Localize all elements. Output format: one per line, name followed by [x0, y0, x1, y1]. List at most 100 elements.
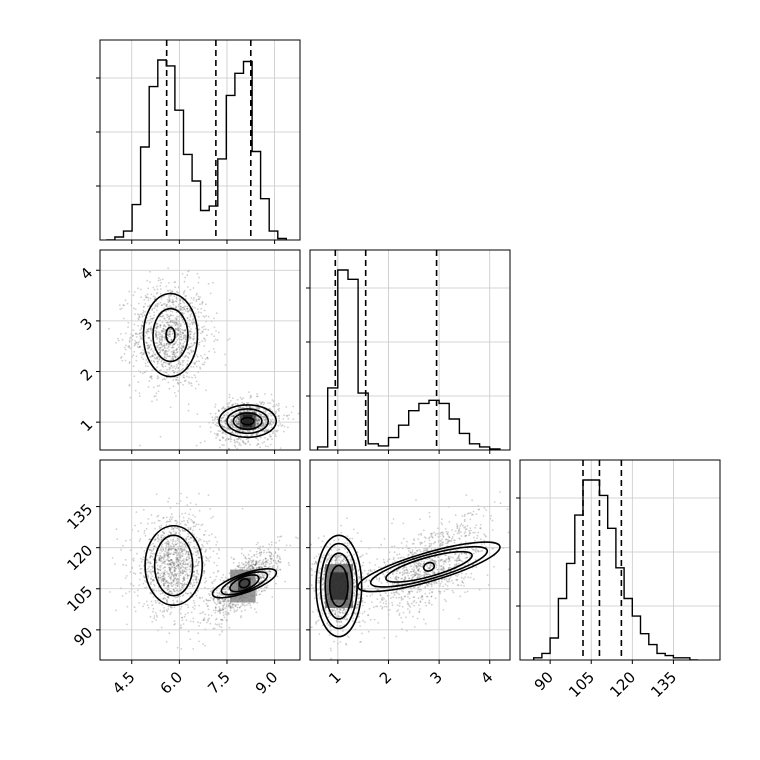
sample-point: [188, 335, 191, 338]
sample-point: [222, 432, 225, 434]
sample-point: [230, 415, 233, 418]
sample-point: [187, 381, 190, 384]
sample-point: [199, 538, 202, 541]
sample-point: [189, 583, 192, 585]
sample-point: [168, 567, 171, 569]
sample-point: [233, 441, 236, 444]
sample-point: [182, 577, 185, 580]
sample-point: [133, 557, 135, 560]
sample-point: [171, 560, 174, 563]
sample-point: [188, 376, 191, 379]
sample-point: [160, 304, 163, 307]
sample-point: [134, 332, 137, 335]
sample-point: [263, 551, 265, 554]
sample-point: [158, 357, 161, 360]
sample-point: [152, 567, 154, 570]
sample-point: [186, 307, 189, 310]
sample-point: [139, 572, 142, 574]
sample-point: [159, 556, 161, 559]
sample-point: [139, 345, 141, 348]
sample-point: [144, 576, 146, 579]
sample-point: [219, 600, 222, 603]
sample-point: [149, 615, 152, 618]
sample-point: [165, 310, 168, 313]
sample-point: [156, 323, 159, 325]
sample-point: [158, 519, 161, 522]
sample-point: [162, 549, 165, 551]
sample-point: [227, 447, 230, 450]
sample-point: [136, 313, 139, 316]
sample-point: [116, 538, 119, 540]
sample-point: [198, 343, 200, 346]
sample-point: [258, 427, 261, 430]
sample-point: [142, 605, 145, 608]
sample-point: [121, 595, 124, 597]
sample-point: [279, 568, 281, 571]
sample-point: [166, 589, 169, 591]
sample-point: [186, 307, 189, 310]
sample-point: [172, 350, 174, 352]
sample-point: [171, 526, 174, 529]
sample-point: [156, 305, 159, 308]
sample-point: [277, 415, 280, 417]
sample-point: [133, 606, 136, 608]
sample-point: [207, 604, 209, 607]
sample-point: [160, 572, 163, 575]
sample-point: [167, 572, 170, 575]
sample-point: [160, 576, 163, 578]
sample-point: [151, 570, 154, 573]
sample-point: [219, 609, 222, 612]
sample-point: [242, 397, 245, 400]
sample-point: [165, 313, 168, 316]
sample-point: [158, 343, 161, 346]
sample-point: [306, 590, 308, 592]
sample-point: [196, 272, 199, 275]
sample-point: [191, 322, 194, 325]
sample-point: [259, 576, 262, 578]
sample-point: [189, 345, 192, 348]
sample-point: [212, 348, 215, 350]
sample-point: [249, 565, 252, 567]
sample-point: [170, 513, 173, 516]
sample-point: [238, 437, 241, 440]
sample-point: [174, 586, 177, 589]
sample-point: [172, 346, 175, 349]
sample-point: [254, 564, 256, 566]
sample-point: [257, 418, 260, 420]
sample-point: [250, 606, 253, 609]
sample-point: [252, 559, 255, 561]
sample-point: [154, 330, 156, 332]
sample-point: [241, 439, 244, 442]
sample-point: [353, 586, 356, 588]
sample-point: [205, 557, 208, 559]
sample-point: [175, 574, 177, 577]
sample-point: [190, 382, 193, 385]
sample-point: [129, 347, 132, 350]
sample-point: [350, 560, 352, 562]
sample-point: [159, 552, 161, 555]
sample-point: [184, 530, 187, 532]
sample-point: [153, 583, 155, 586]
sample-point: [179, 627, 182, 629]
sample-point: [166, 347, 169, 349]
sample-point: [167, 374, 170, 376]
sample-point: [255, 560, 257, 563]
sample-point: [183, 520, 185, 522]
sample-point: [258, 401, 261, 404]
sample-point: [139, 568, 142, 570]
sample-point: [140, 522, 142, 525]
sample-point: [181, 543, 184, 545]
sample-point: [160, 564, 163, 567]
sample-point: [258, 560, 261, 562]
sample-point: [185, 538, 187, 541]
sample-point: [269, 555, 272, 557]
sample-point: [183, 306, 185, 308]
sample-point: [172, 528, 175, 530]
sample-point: [174, 544, 177, 546]
sample-point: [170, 364, 173, 367]
sample-point: [218, 595, 221, 598]
sample-point: [192, 338, 195, 341]
sample-point: [147, 344, 150, 346]
sample-point: [190, 569, 193, 571]
sample-point: [214, 403, 217, 406]
